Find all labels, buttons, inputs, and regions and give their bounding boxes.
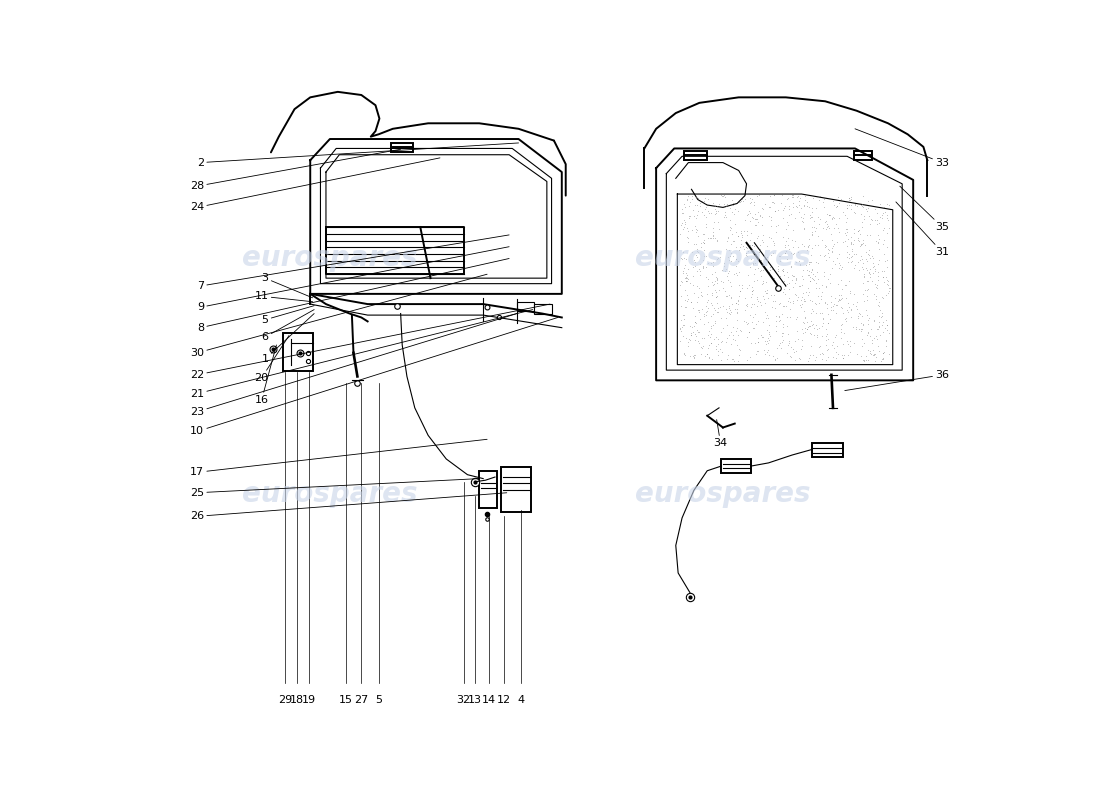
Text: 26: 26 [190,493,507,522]
Text: 31: 31 [895,202,949,258]
Text: 21: 21 [190,310,532,398]
Text: 25: 25 [190,478,480,498]
Text: 5: 5 [375,694,382,705]
Text: 27: 27 [354,694,368,705]
Text: 4: 4 [517,694,525,705]
Bar [812,443,844,458]
Text: 32: 32 [456,694,471,705]
Text: 22: 22 [190,304,550,380]
Bar [392,143,414,152]
Bar [517,302,535,311]
Text: 29: 29 [278,694,293,705]
Text: 28: 28 [190,150,400,191]
Text: 2: 2 [197,143,518,167]
Bar [480,470,496,509]
Text: 17: 17 [190,439,487,478]
Text: 10: 10 [190,318,558,437]
Text: 14: 14 [482,694,496,705]
Text: 16: 16 [254,345,276,405]
Text: 5: 5 [262,306,315,325]
Text: eurospares: eurospares [242,480,418,508]
Text: 24: 24 [190,158,440,213]
Text: 19: 19 [301,694,316,705]
Text: 36: 36 [845,370,949,390]
Text: 7: 7 [197,235,509,291]
Text: 1: 1 [262,314,315,364]
Bar [535,304,551,314]
Bar [722,459,751,473]
Text: eurospares: eurospares [635,480,811,508]
Text: 18: 18 [289,694,304,705]
Text: 11: 11 [254,291,312,302]
FancyBboxPatch shape [283,333,312,371]
Text: 8: 8 [197,258,509,333]
Text: eurospares: eurospares [635,245,811,273]
Text: 13: 13 [469,694,482,705]
Text: eurospares: eurospares [242,245,418,273]
Text: 35: 35 [900,186,949,232]
Text: 20: 20 [254,335,289,383]
Text: 9: 9 [197,246,509,312]
Text: 33: 33 [855,129,949,167]
Bar [683,151,707,160]
Bar [502,467,531,513]
Text: 30: 30 [190,274,487,358]
Text: 34: 34 [714,420,727,448]
Text: 6: 6 [262,310,315,342]
Text: 3: 3 [262,273,312,298]
Bar [855,151,871,160]
Text: 15: 15 [339,694,353,705]
Text: 23: 23 [190,314,517,417]
Text: 12: 12 [496,694,510,705]
